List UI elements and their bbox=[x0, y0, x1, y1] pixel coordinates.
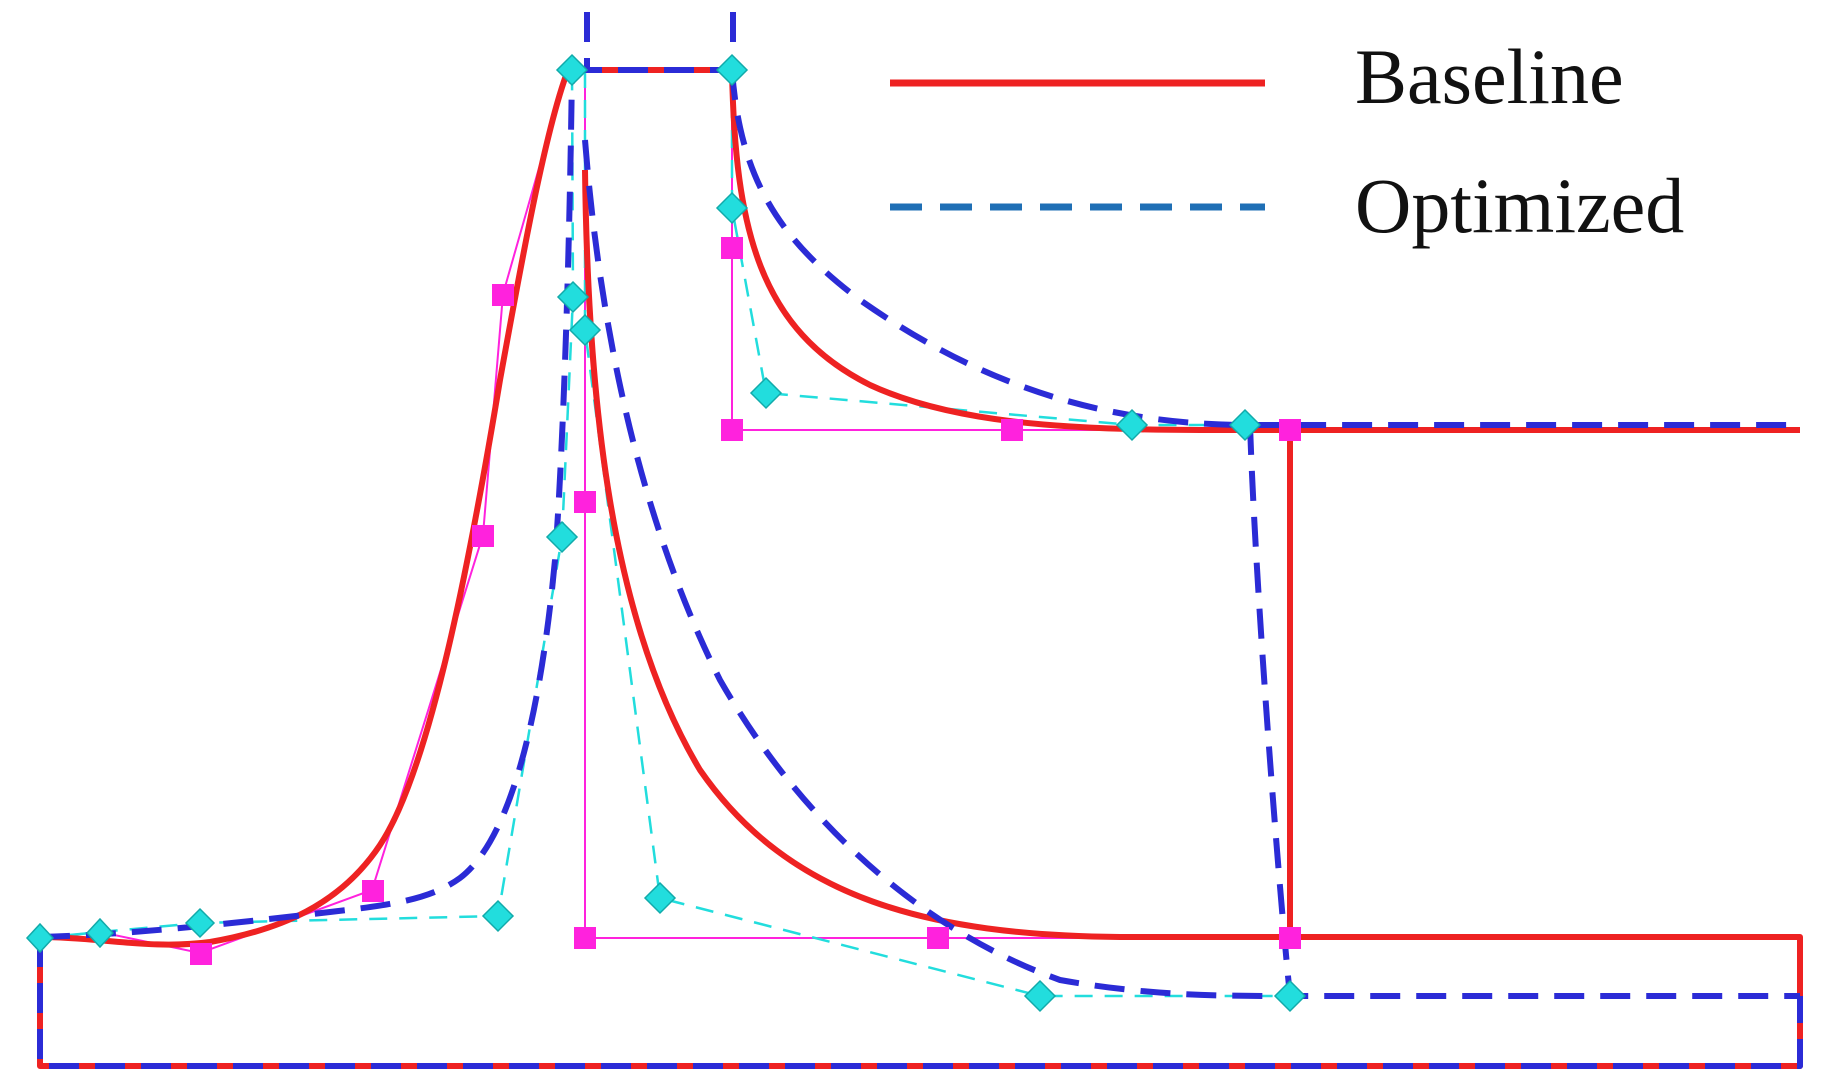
baseline-control-points bbox=[190, 237, 1301, 965]
baseline-curves bbox=[37, 67, 1803, 1069]
optimized-control-point bbox=[481, 899, 515, 933]
optimized-control-point bbox=[25, 922, 55, 954]
baseline-control-point bbox=[721, 237, 743, 259]
baseline-lower-wall bbox=[39, 68, 571, 948]
baseline-control-polygon bbox=[39, 69, 1290, 955]
legend-optimized-label: Optimized bbox=[1355, 162, 1684, 249]
baseline-control-polygon-left bbox=[39, 69, 568, 955]
optimized-control-point bbox=[184, 907, 216, 939]
baseline-control-point bbox=[362, 880, 384, 902]
baseline-control-point bbox=[927, 927, 949, 949]
optimized-control-points bbox=[25, 53, 1307, 1013]
baseline-control-point bbox=[1279, 927, 1301, 949]
baseline-control-point bbox=[721, 419, 743, 441]
optimized-control-polygon-upper bbox=[730, 70, 1245, 427]
optimized-step-vertical bbox=[1247, 424, 1293, 997]
baseline-control-polygon-right bbox=[584, 70, 1290, 939]
optimized-control-point bbox=[715, 53, 749, 87]
optimized-control-point bbox=[1023, 979, 1057, 1013]
optimized-control-point bbox=[556, 280, 590, 314]
baseline-control-point bbox=[1279, 419, 1301, 441]
baseline-lower-diffuser bbox=[582, 169, 1290, 940]
baseline-control-point bbox=[492, 284, 514, 306]
legend: Baseline Optimized bbox=[890, 33, 1684, 249]
optimized-control-point bbox=[715, 191, 749, 225]
baseline-control-polygon-upper bbox=[731, 70, 1290, 431]
optimized-control-point bbox=[1273, 979, 1307, 1013]
optimized-control-point bbox=[545, 520, 579, 554]
optimized-control-point bbox=[85, 917, 115, 949]
legend-baseline-label: Baseline bbox=[1355, 33, 1624, 120]
baseline-upper-diffuser bbox=[729, 69, 1800, 433]
baseline-control-point bbox=[574, 927, 596, 949]
baseline-bottom-box bbox=[37, 934, 1803, 1069]
optimized-bottom-box bbox=[37, 937, 1803, 1069]
baseline-control-point bbox=[1001, 419, 1023, 441]
optimized-control-point bbox=[555, 53, 589, 87]
baseline-control-point bbox=[190, 943, 212, 965]
optimized-control-point bbox=[643, 881, 677, 915]
baseline-control-point bbox=[472, 525, 494, 547]
optimized-control-point bbox=[568, 313, 602, 347]
optimized-lower-diffuser bbox=[582, 139, 1800, 999]
baseline-control-point bbox=[574, 491, 596, 513]
optimized-lower-wall bbox=[39, 69, 575, 940]
optimized-control-polygon-right bbox=[583, 70, 1290, 998]
optimized-control-point bbox=[1228, 408, 1262, 442]
optimized-control-polygon-left bbox=[39, 69, 575, 940]
optimized-control-point bbox=[1115, 408, 1149, 442]
optimized-control-point bbox=[749, 376, 783, 410]
